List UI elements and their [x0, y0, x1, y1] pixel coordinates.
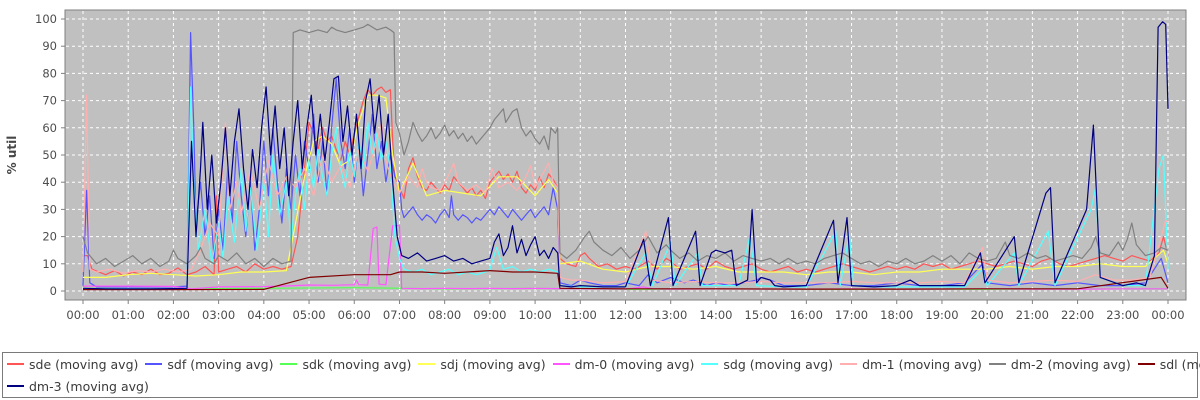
legend-swatch-icon	[418, 363, 436, 365]
x-tick-label: 05:00	[292, 308, 325, 322]
x-tick-label: 03:00	[202, 308, 235, 322]
x-tick-label: 18:00	[880, 308, 913, 322]
plot-area: 0 10 20 30 40 50 60 70 80 90 100 00:00 01:00 02:00 03:…	[35, 9, 1187, 322]
x-tick-label: 22:00	[1061, 308, 1094, 322]
x-tick-label: 04:00	[247, 308, 280, 322]
x-tick-label: 02:00	[157, 308, 190, 322]
x-tick-label: 09:00	[473, 308, 506, 322]
y-tick-label: 80	[42, 66, 57, 80]
legend-item-sdg: sdg (moving avg)	[701, 357, 833, 372]
legend-item-dm-0: dm-0 (moving avg)	[552, 356, 695, 372]
x-tick-label: 10:00	[519, 308, 552, 322]
legend-swatch-icon	[552, 363, 570, 365]
legend-swatch-icon	[145, 363, 163, 365]
legend-swatch-icon	[701, 363, 719, 365]
x-tick-label: 08:00	[428, 308, 461, 322]
x-tick-label: 11:00	[564, 308, 597, 322]
y-tick-label: 50	[42, 148, 57, 162]
y-axis-title: % util	[5, 135, 19, 175]
y-tick-label: 100	[35, 12, 57, 26]
legend-label: sde (moving avg)	[29, 356, 139, 372]
x-tick-label: 19:00	[925, 308, 958, 322]
legend-item-sdf: sdf (moving avg)	[145, 357, 273, 372]
legend-swatch-icon	[280, 363, 298, 365]
legend-item-dm-3: dm-3 (moving avg)	[7, 379, 149, 394]
legend-label: sdf (moving avg)	[167, 356, 274, 372]
legend-item-sdj: sdj (moving avg)	[418, 356, 546, 372]
legend-swatch-icon	[988, 363, 1006, 365]
legend: sde (moving avg) sdf (moving avg) sdk (mov…	[2, 352, 1200, 398]
y-tick-label: 60	[42, 121, 57, 135]
x-tick-label: 14:00	[699, 308, 732, 322]
legend-swatch-icon	[1137, 363, 1155, 365]
legend-item-sdk: sdk (moving avg)	[280, 357, 411, 372]
x-tick-label: 17:00	[835, 308, 868, 322]
x-tick-label: 21:00	[1016, 308, 1049, 322]
x-tick-label: 20:00	[971, 308, 1004, 322]
y-tick-label: 70	[42, 94, 57, 108]
legend-swatch-icon	[7, 385, 24, 387]
legend-label: sdg (moving avg)	[723, 356, 834, 372]
legend-item-sde: sde (moving avg)	[7, 357, 138, 372]
legend-label: sdj (moving avg)	[440, 356, 546, 372]
legend-item-dm-2: dm-2 (moving avg)	[988, 356, 1131, 372]
x-tick-label: 13:00	[654, 308, 687, 322]
legend-swatch-icon	[840, 363, 858, 365]
series-line-sdj	[83, 94, 1169, 278]
legend-label: dm-2 (moving avg)	[1010, 356, 1131, 372]
x-tick-label: 06:00	[338, 308, 371, 322]
series-line-sdl	[83, 270, 1169, 291]
legend-item-sdl: sdl (moving avg)	[1137, 356, 1200, 372]
legend-label: dm-0 (moving avg)	[574, 356, 695, 372]
x-tick-label: 12:00	[609, 308, 642, 322]
legend-label: dm-1 (moving avg)	[862, 356, 982, 372]
legend-row: dm-3 (moving avg)	[7, 375, 1193, 397]
series-line-dm-3	[82, 21, 1169, 290]
y-tick-label: 40	[42, 175, 57, 189]
y-tick-label: 10	[42, 257, 57, 271]
series-line-dm-1	[82, 94, 1169, 284]
x-tick-label: 07:00	[383, 308, 416, 322]
x-tick-label: 15:00	[745, 308, 778, 322]
y-tick-label: 90	[42, 39, 57, 53]
legend-label: sdk (moving avg)	[302, 356, 412, 372]
x-tick-label: 16:00	[790, 308, 823, 322]
y-tick-label: 30	[42, 202, 57, 216]
series-line-sde	[83, 86, 1169, 277]
legend-swatch-icon	[7, 363, 24, 365]
legend-label: sdl (moving avg)	[1159, 356, 1200, 372]
series-line-sdf	[82, 31, 1169, 288]
x-tick-label: 01:00	[112, 308, 145, 322]
legend-item-dm-1: dm-1 (moving avg)	[840, 357, 982, 372]
y-tick-label: 0	[50, 284, 57, 298]
legend-label: dm-3 (moving avg)	[29, 378, 149, 394]
x-tick-label: 00:00	[1151, 308, 1184, 322]
x-tick-label: 00:00	[66, 308, 99, 322]
x-tick-label: 23:00	[1106, 308, 1139, 322]
legend-row: sde (moving avg) sdf (moving avg) sdk (mov…	[7, 353, 1200, 375]
y-tick-label: 20	[42, 230, 57, 244]
